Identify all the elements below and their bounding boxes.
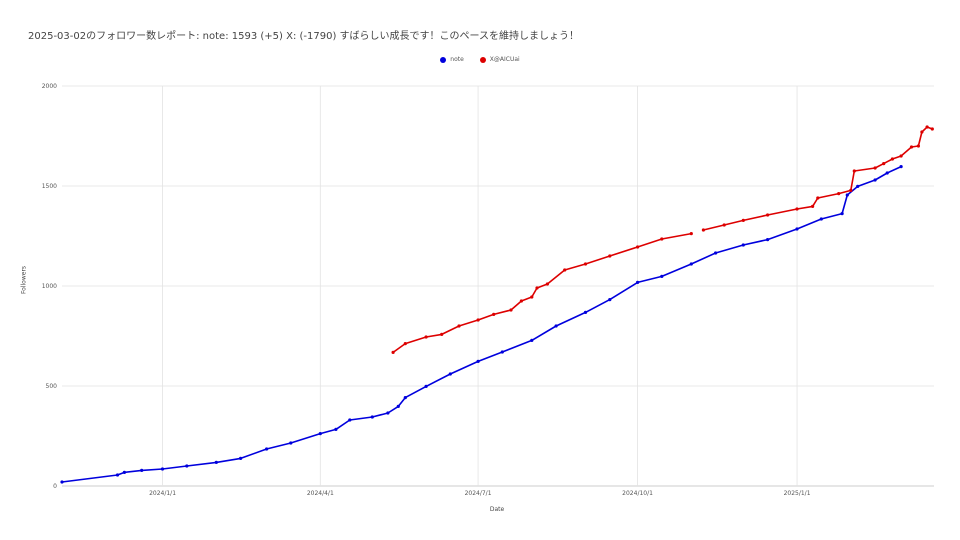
series-line-2 <box>703 126 933 231</box>
data-point <box>795 207 799 211</box>
data-point <box>608 254 612 258</box>
data-point <box>741 243 745 247</box>
data-point <box>424 335 428 339</box>
chart-title: 2025-03-02のフォロワー数レポート: note: 1593 (+5) X… <box>28 31 580 42</box>
y-tick-label: 1500 <box>42 183 57 190</box>
data-point <box>916 144 921 148</box>
data-point <box>925 125 929 129</box>
data-point <box>500 350 504 354</box>
data-point <box>492 312 496 316</box>
data-point <box>837 192 841 196</box>
data-point <box>873 166 877 170</box>
data-point <box>563 268 567 272</box>
data-point <box>890 157 895 161</box>
data-point <box>440 332 444 336</box>
data-point <box>873 178 877 182</box>
data-point <box>930 127 934 131</box>
data-point <box>849 188 853 192</box>
data-point <box>583 262 588 266</box>
data-point <box>530 295 534 299</box>
data-point <box>545 282 550 286</box>
data-point <box>122 470 126 474</box>
data-point <box>909 145 914 149</box>
y-tick-label: 0 <box>53 483 57 490</box>
data-point <box>856 184 860 188</box>
data-point <box>722 223 726 227</box>
data-point <box>214 460 218 464</box>
data-point <box>160 467 165 471</box>
data-point <box>457 324 461 328</box>
data-point <box>660 237 664 241</box>
data-point <box>845 193 849 197</box>
data-point <box>396 404 400 408</box>
legend-marker-note <box>440 56 447 63</box>
data-point <box>819 217 823 221</box>
data-point <box>766 238 770 242</box>
data-point <box>660 274 664 278</box>
series-line-1 <box>392 232 692 354</box>
data-point <box>811 204 815 208</box>
legend-marker-x <box>479 56 486 63</box>
data-point <box>840 212 844 216</box>
data-point <box>265 447 269 451</box>
data-point <box>899 154 903 158</box>
legend-label-x: X@AICUai <box>489 56 520 63</box>
data-point <box>636 280 640 284</box>
data-point <box>476 318 480 322</box>
data-point <box>424 384 428 388</box>
data-point <box>185 464 189 468</box>
data-point <box>386 411 390 415</box>
data-point <box>115 473 120 477</box>
data-point <box>370 415 374 419</box>
data-point <box>334 427 338 431</box>
data-point <box>476 359 480 363</box>
data-point <box>403 342 407 346</box>
data-point <box>741 218 745 222</box>
data-point <box>882 162 886 166</box>
data-point <box>318 432 322 436</box>
data-point <box>530 338 534 342</box>
data-point <box>289 441 293 445</box>
y-tick-label: 500 <box>46 383 58 390</box>
data-point <box>509 308 513 312</box>
legend-item-x[interactable]: X@AICUai <box>479 56 520 63</box>
x-axis-label: Date <box>489 506 505 513</box>
data-point <box>140 468 144 472</box>
legend-label-note: note <box>450 56 464 63</box>
x-tick-label: 2024/4/1 <box>307 490 334 497</box>
data-point <box>554 324 558 328</box>
data-point <box>636 245 640 249</box>
data-point <box>816 196 820 200</box>
y-tick-label: 1000 <box>42 283 57 290</box>
data-point <box>920 130 924 134</box>
data-point <box>795 227 799 231</box>
data-point <box>348 418 352 422</box>
y-axis-label: Followers <box>20 265 28 295</box>
data-point <box>519 299 524 303</box>
x-tick-label: 2024/7/1 <box>465 490 492 497</box>
data-point <box>766 213 770 217</box>
data-point <box>60 480 64 484</box>
data-point <box>899 165 903 169</box>
data-point <box>239 456 243 460</box>
chart-legend: note X@AICUai <box>0 56 960 63</box>
data-point <box>689 232 693 236</box>
data-point <box>885 171 889 175</box>
data-point <box>701 228 706 232</box>
y-tick-label: 2000 <box>42 83 57 90</box>
data-point <box>583 310 588 314</box>
data-point <box>714 251 718 255</box>
x-tick-label: 2025/1/1 <box>784 490 811 497</box>
x-tick-label: 2024/10/1 <box>622 490 653 497</box>
data-point <box>852 169 856 173</box>
data-point <box>608 298 612 302</box>
legend-item-note[interactable]: note <box>440 56 464 63</box>
x-tick-label: 2024/1/1 <box>149 490 176 497</box>
data-point <box>689 262 693 266</box>
data-point <box>391 350 395 354</box>
data-point <box>448 372 452 376</box>
data-point <box>535 286 539 290</box>
data-point <box>403 396 407 400</box>
